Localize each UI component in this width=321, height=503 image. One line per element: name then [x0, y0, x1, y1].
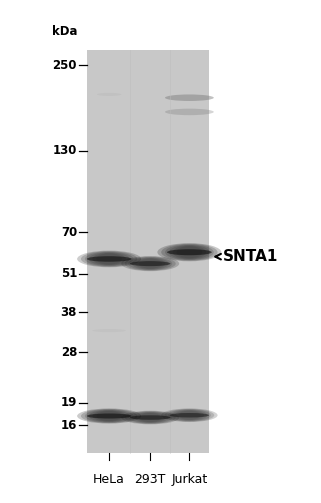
Text: 51: 51: [61, 267, 77, 280]
Ellipse shape: [135, 258, 165, 269]
Ellipse shape: [130, 261, 170, 266]
Text: 19: 19: [61, 396, 77, 409]
Ellipse shape: [87, 413, 132, 418]
Ellipse shape: [161, 408, 218, 422]
Ellipse shape: [168, 409, 211, 421]
Text: 130: 130: [53, 144, 77, 157]
Ellipse shape: [132, 412, 169, 423]
Ellipse shape: [165, 109, 214, 115]
Text: HeLa: HeLa: [93, 473, 125, 486]
Ellipse shape: [77, 250, 141, 267]
Ellipse shape: [125, 411, 176, 424]
Ellipse shape: [125, 257, 176, 271]
Ellipse shape: [139, 413, 162, 422]
Ellipse shape: [89, 253, 130, 266]
Text: Jurkat: Jurkat: [171, 473, 207, 486]
Ellipse shape: [128, 411, 172, 424]
Ellipse shape: [167, 249, 212, 255]
Ellipse shape: [77, 408, 141, 424]
Ellipse shape: [85, 252, 134, 266]
Text: 250: 250: [53, 59, 77, 71]
Ellipse shape: [157, 243, 221, 261]
Ellipse shape: [178, 411, 201, 420]
Ellipse shape: [121, 411, 179, 425]
Ellipse shape: [121, 256, 179, 271]
Ellipse shape: [92, 410, 126, 422]
Text: 70: 70: [61, 225, 77, 238]
Text: 38: 38: [61, 306, 77, 318]
Text: 16: 16: [61, 419, 77, 432]
Text: SNTA1: SNTA1: [223, 249, 279, 264]
Ellipse shape: [132, 258, 169, 270]
Ellipse shape: [89, 410, 130, 422]
Ellipse shape: [130, 415, 170, 420]
Ellipse shape: [96, 254, 122, 265]
Ellipse shape: [169, 413, 209, 417]
Ellipse shape: [135, 412, 165, 423]
Ellipse shape: [165, 95, 214, 101]
Ellipse shape: [128, 257, 172, 270]
Ellipse shape: [97, 93, 121, 96]
Ellipse shape: [87, 256, 132, 262]
Ellipse shape: [165, 244, 214, 260]
Text: kDa: kDa: [52, 25, 77, 38]
Text: 293T: 293T: [134, 473, 166, 486]
Ellipse shape: [173, 245, 206, 259]
Ellipse shape: [161, 244, 218, 261]
Ellipse shape: [92, 253, 126, 265]
Ellipse shape: [175, 410, 204, 420]
Ellipse shape: [96, 411, 122, 421]
Ellipse shape: [85, 409, 134, 423]
Ellipse shape: [92, 329, 126, 332]
Ellipse shape: [171, 410, 207, 421]
Ellipse shape: [81, 251, 137, 267]
Ellipse shape: [169, 245, 210, 260]
Text: 28: 28: [61, 346, 77, 359]
Ellipse shape: [81, 409, 137, 423]
Ellipse shape: [177, 246, 202, 258]
Bar: [87, 50, 209, 453]
Ellipse shape: [165, 409, 214, 422]
Ellipse shape: [139, 259, 162, 269]
